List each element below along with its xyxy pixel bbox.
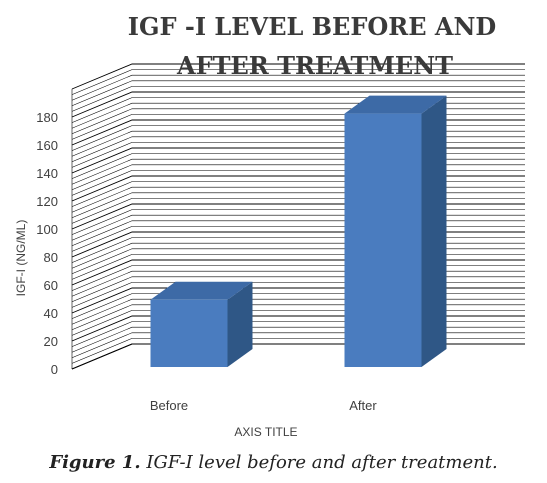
y-tick-label: 120 — [36, 194, 58, 209]
gridline — [71, 192, 525, 219]
caption-label: Figure 1. — [49, 452, 141, 473]
y-tick-label: 80 — [44, 250, 58, 265]
gridline — [71, 321, 525, 347]
chart-title-line-1: IGF -I LEVEL BEFORE AND — [128, 12, 496, 41]
y-tick-label: 60 — [44, 278, 58, 293]
bar-before — [150, 299, 228, 367]
y-tick-label: 180 — [36, 110, 58, 125]
bar-top — [344, 95, 447, 114]
gridline — [71, 343, 525, 370]
chart-title-line-2: AFTER TREATMENT — [176, 51, 453, 80]
gridline — [71, 175, 525, 202]
gridline — [71, 97, 525, 123]
gridline — [71, 170, 525, 196]
chart-canvas: 0 20 40 60 80 100 120 140 160 180 Before After IGF … — [14, 12, 525, 439]
gridline — [71, 119, 525, 146]
bar-top — [150, 281, 253, 300]
gridline — [71, 270, 525, 297]
floor-line — [71, 343, 525, 370]
gridline — [71, 259, 525, 286]
gridline — [71, 86, 525, 112]
gridlines — [71, 63, 525, 370]
gridline — [71, 287, 525, 314]
gridline — [71, 231, 525, 258]
gridline — [71, 69, 525, 95]
gridline — [71, 181, 525, 207]
gridline — [71, 214, 525, 241]
x-axis-title: AXIS TITLE — [234, 425, 297, 439]
gridline — [71, 125, 525, 151]
gridline — [71, 265, 525, 291]
gridline — [71, 130, 525, 157]
gridline — [71, 164, 525, 191]
gridline — [71, 209, 525, 235]
gridline — [71, 147, 525, 174]
gridline — [71, 226, 525, 252]
gridline — [71, 326, 525, 353]
bars — [150, 95, 447, 367]
gridline — [71, 114, 525, 140]
tick-labels: 0 20 40 60 80 100 120 140 160 180 Before After — [36, 110, 377, 413]
gridline — [71, 136, 525, 163]
bar-side — [421, 95, 447, 367]
gridline — [71, 74, 525, 101]
gridline — [71, 203, 525, 230]
gridline — [71, 315, 525, 342]
gridline — [71, 237, 525, 263]
figure-caption: Figure 1. IGF-I level before and after t… — [0, 452, 547, 473]
bar-side — [227, 281, 253, 367]
gridline — [71, 338, 525, 364]
y-tick-label: 20 — [44, 334, 58, 349]
gridline — [71, 80, 525, 107]
gridline — [71, 186, 525, 213]
gridline — [71, 142, 525, 168]
gridline — [71, 108, 525, 135]
gridline — [71, 91, 525, 118]
y-axis-title: IGF-I (NG/ML) — [14, 220, 28, 297]
gridline — [71, 220, 525, 247]
gridline — [71, 304, 525, 331]
y-tick-label: 0 — [51, 362, 58, 377]
gridline — [71, 293, 525, 319]
x-tick-label: After — [349, 398, 377, 413]
gridline — [71, 248, 525, 275]
y-tick-label: 40 — [44, 306, 58, 321]
gridline — [71, 198, 525, 224]
gridline — [71, 276, 525, 303]
bar-after — [344, 113, 422, 367]
y-tick-label: 160 — [36, 138, 58, 153]
gridline — [71, 310, 525, 336]
gridline — [71, 153, 525, 179]
gridline — [71, 298, 525, 325]
x-tick-label: Before — [150, 398, 188, 413]
gridline — [71, 282, 525, 308]
gridline — [71, 63, 525, 90]
y-tick-label: 100 — [36, 222, 58, 237]
gridline — [71, 332, 525, 359]
gridline — [71, 102, 525, 129]
y-tick-label: 140 — [36, 166, 58, 181]
caption-text: IGF-I level before and after treatment. — [140, 452, 498, 473]
gridline — [71, 254, 525, 280]
gridline — [71, 158, 525, 185]
gridline — [71, 242, 525, 269]
